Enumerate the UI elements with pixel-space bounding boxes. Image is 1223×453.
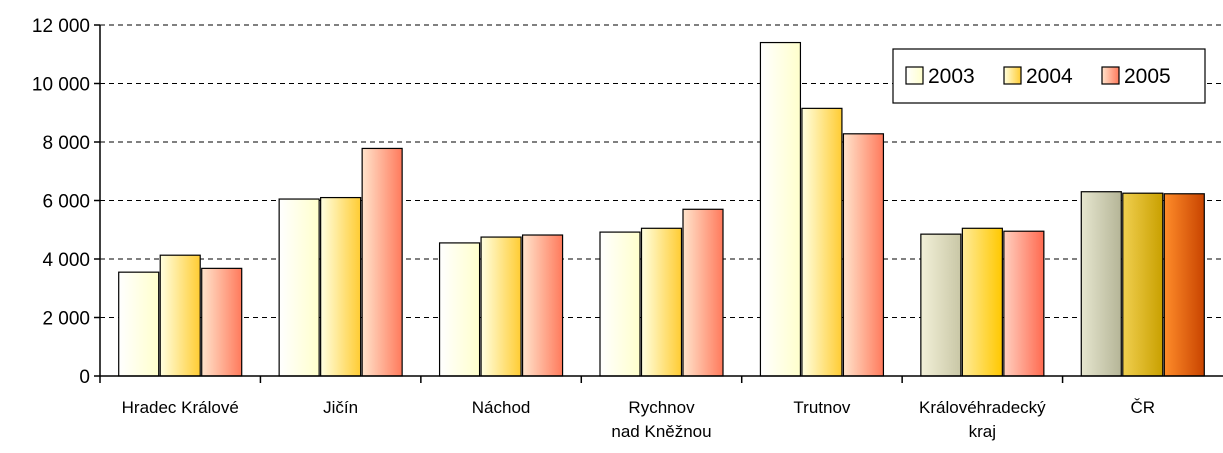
bar-2004 <box>159 254 201 377</box>
x-category-label: Královéhradecký kraj <box>919 398 1046 441</box>
bar-2005 <box>1163 193 1205 377</box>
y-tick-label: 4 000 <box>42 250 90 271</box>
x-category-label: Jičín <box>323 398 358 417</box>
legend-label: 2004 <box>1026 65 1073 88</box>
x-category-label-line: Jičín <box>323 398 358 417</box>
bar-2003 <box>759 41 802 377</box>
bar-2004 <box>640 227 683 377</box>
bar-2003 <box>118 271 160 377</box>
bar-2004 <box>480 236 522 377</box>
x-category-label: Rychnov nad Kněžnou <box>611 398 711 441</box>
bar-2005 <box>1003 230 1045 377</box>
y-tick-label: 10 000 <box>32 75 90 96</box>
bar-2004 <box>1122 192 1164 377</box>
x-category-label: ČR <box>1131 398 1156 417</box>
x-category-label-line: ČR <box>1131 398 1156 417</box>
bar-2005 <box>521 234 564 377</box>
legend-swatch <box>905 66 924 85</box>
legend-swatch <box>1003 66 1022 85</box>
legend-swatch <box>1101 66 1120 85</box>
bars <box>118 41 1205 377</box>
bar-2004 <box>801 107 843 377</box>
x-category-label-line: nad Kněžnou <box>611 422 711 441</box>
x-category-label-line: kraj <box>969 422 996 441</box>
bar-2005 <box>842 133 885 377</box>
legend: 2003 2004 2005 <box>892 48 1206 104</box>
x-category-label: Hradec Králové <box>122 398 239 417</box>
bar-2004 <box>320 196 362 377</box>
bar-2003 <box>920 233 962 377</box>
bar-2003 <box>1080 191 1122 377</box>
bar-2003 <box>599 231 641 377</box>
x-category-label-line: Královéhradecký <box>919 398 1046 417</box>
x-category-label-line: Rychnov <box>628 398 695 417</box>
y-tick-label: 2 000 <box>42 309 90 330</box>
bar-2004 <box>961 227 1003 377</box>
x-category-label: Trutnov <box>793 398 851 417</box>
bar-2005 <box>201 267 243 377</box>
bar-2005 <box>682 208 724 377</box>
bar-2005 <box>361 147 403 377</box>
y-tick-label: 8 000 <box>42 133 90 154</box>
x-category-label-line: Hradec Králové <box>122 398 239 417</box>
y-tick-label: 0 <box>79 367 90 388</box>
y-tick-label: 6 000 <box>42 192 90 213</box>
x-category-label-line: Náchod <box>472 398 531 417</box>
legend-label: 2005 <box>1124 65 1171 88</box>
legend-box <box>892 48 1206 104</box>
x-category-label: Náchod <box>472 398 531 417</box>
x-category-label-line: Trutnov <box>793 398 851 417</box>
y-tick-label: 12 000 <box>32 16 90 37</box>
axis-labels: 0 2 000 4 000 6 000 8 000 10 000 12 000 Hradec … <box>32 16 1155 441</box>
bar-2003 <box>438 242 481 377</box>
axes <box>94 24 1223 383</box>
bar-2003 <box>278 198 320 377</box>
legend-label: 2003 <box>928 65 975 88</box>
